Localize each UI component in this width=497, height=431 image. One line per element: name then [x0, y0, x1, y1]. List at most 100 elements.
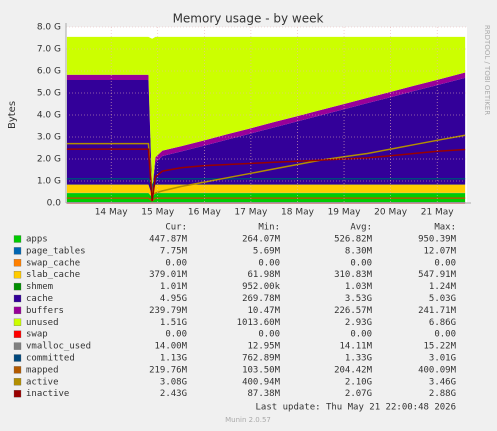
legend-stat: 2.07G	[345, 389, 372, 399]
legend-stat: 1013.60M	[237, 318, 281, 328]
legend-stat: 241.71M	[418, 306, 457, 316]
x-tick-label: 18 May	[281, 208, 315, 218]
legend-stat: 0.00	[165, 258, 187, 268]
legend-label: swap_cache	[26, 258, 80, 268]
legend-stat: 0.00	[434, 330, 456, 340]
legend-stat: 8.30M	[345, 246, 373, 256]
marks	[66, 36, 466, 203]
legend-swatch	[13, 247, 22, 255]
legend-stat: 14.11M	[339, 342, 372, 352]
legend-swatch	[13, 390, 22, 398]
area	[66, 36, 466, 190]
legend-stat: 239.79M	[149, 306, 188, 316]
legend-label: buffers	[26, 306, 64, 316]
legend-stat: 0.00	[350, 258, 372, 268]
y-tick-label: 7.0 G	[37, 45, 61, 55]
legend-stat: 204.42M	[334, 365, 373, 375]
legend-stat: 1.13G	[160, 354, 187, 364]
stats-header: Cur:	[165, 223, 187, 233]
legend-stat: 12.07M	[423, 246, 456, 256]
area	[66, 72, 466, 190]
legend-swatch	[13, 378, 22, 386]
legend-stat: 0.00	[165, 330, 187, 340]
y-axis-label: Bytes	[7, 101, 18, 129]
legend-stat: 0.00	[258, 258, 280, 268]
legend-stat: 952.00k	[242, 282, 281, 292]
legend-stat: 547.91M	[418, 270, 457, 280]
legend-label: apps	[26, 235, 48, 245]
legend-label: active	[26, 377, 59, 387]
y-tick-label: 8.0 G	[37, 23, 61, 33]
footer: Munin 2.0.57	[225, 416, 271, 424]
legend-label: inactive	[26, 389, 69, 399]
legend-label: vmalloc_used	[26, 342, 91, 352]
stats-header: Avg:	[350, 223, 372, 233]
legend-swatch	[13, 354, 22, 362]
legend-stat: 3.53G	[345, 294, 372, 304]
legend-swatch	[13, 271, 22, 279]
x-tick-label: 15 May	[141, 208, 175, 218]
side-text: RRDTOOL / TOBI OETIKER	[483, 25, 491, 115]
x-tick-label: 21 May	[421, 208, 455, 218]
legend-stat: 0.00	[434, 258, 456, 268]
legend-stat: 762.89M	[242, 354, 281, 364]
legend-label: shmem	[26, 282, 53, 292]
last-update: Last update: Thu May 21 22:00:48 2026	[256, 403, 456, 413]
legend-stat: 950.39M	[418, 235, 457, 245]
legend-stat: 1.01M	[160, 282, 188, 292]
legend-swatch	[13, 294, 22, 303]
legend-stat: 6.86G	[429, 318, 456, 328]
legend-stat: 264.07M	[242, 235, 281, 245]
legend-stat: 447.87M	[149, 235, 188, 245]
legend-label: unused	[26, 318, 59, 328]
legend-stat: 2.93G	[345, 318, 372, 328]
legend-stat: 1.03M	[345, 282, 373, 292]
legend-stat: 14.00M	[154, 342, 187, 352]
legend-stat: 10.47M	[247, 306, 280, 316]
legend-stat: 5.69M	[253, 246, 281, 256]
legend-stat: 12.95M	[247, 342, 280, 352]
line	[66, 148, 466, 202]
legend-stat: 379.01M	[149, 270, 188, 280]
x-tick-label: 14 May	[95, 208, 129, 218]
legend-stat: 0.00	[258, 330, 280, 340]
legend-stat: 269.78M	[242, 294, 281, 304]
legend-label: mapped	[26, 365, 59, 375]
legend-stat: 2.10G	[345, 377, 372, 387]
legend-swatch	[13, 342, 22, 350]
chart-title: Memory usage - by week	[173, 12, 324, 26]
legend-stat: 226.57M	[334, 306, 373, 316]
stats-header: Min:	[258, 223, 280, 233]
legend-swatch	[13, 306, 22, 315]
legend-stat: 61.98M	[247, 270, 280, 280]
x-tick-label: 19 May	[328, 208, 362, 218]
legend-stat: 87.38M	[247, 389, 280, 399]
x-tick-label: 20 May	[374, 208, 408, 218]
x-tick-label: 16 May	[188, 208, 222, 218]
y-tick-label: 3.0 G	[37, 133, 61, 143]
y-tick-label: 0.0	[47, 199, 62, 209]
legend-stat: 4.95G	[160, 294, 187, 304]
legend-swatch	[13, 235, 22, 243]
area	[66, 77, 466, 196]
legend-swatch	[13, 330, 22, 338]
legend-swatch	[13, 318, 22, 326]
legend-stat: 219.76M	[149, 365, 188, 375]
legend-label: swap	[26, 330, 48, 340]
legend-swatch	[13, 366, 22, 374]
line	[66, 134, 466, 196]
legend-stat: 1.51G	[160, 318, 187, 328]
x-tick-label: 17 May	[234, 208, 268, 218]
legend-stat: 400.09M	[418, 365, 457, 375]
legend-stat: 400.94M	[242, 377, 281, 387]
legend-stat: 103.50M	[242, 365, 281, 375]
legend-stat: 2.88G	[429, 389, 456, 399]
y-tick-label: 4.0 G	[37, 111, 61, 121]
legend-swatch	[13, 259, 22, 267]
legend-stat: 5.03G	[429, 294, 456, 304]
legend-stat: 15.22M	[423, 342, 456, 352]
legend-label: slab_cache	[26, 270, 80, 280]
legend-stat: 310.83M	[334, 270, 373, 280]
